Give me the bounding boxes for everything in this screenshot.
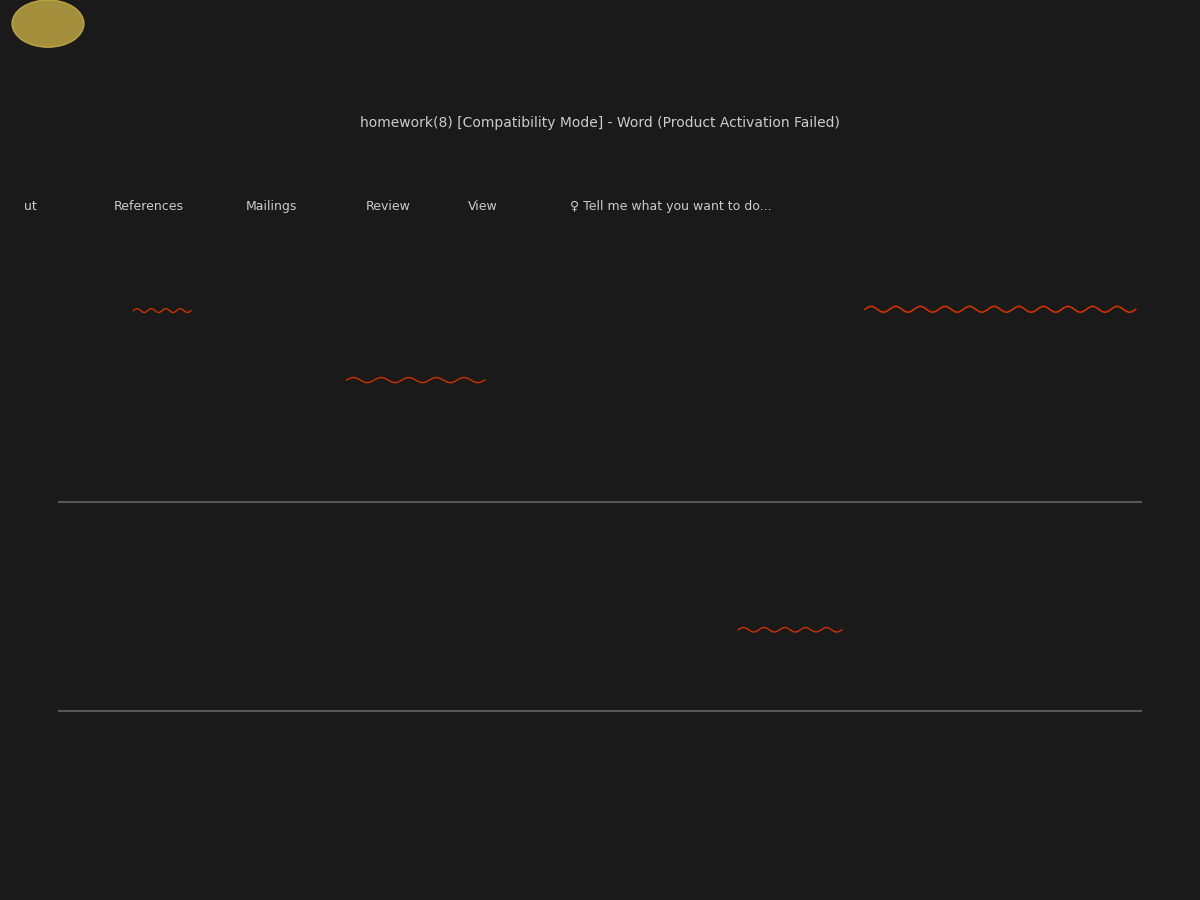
Text: 2: 2	[902, 362, 910, 375]
Text: D) 0.402.: D) 0.402.	[808, 661, 892, 679]
Text: ut: ut	[24, 200, 37, 212]
Text: A)2 .31 x 10⁻³: A)2 .31 x 10⁻³	[70, 452, 197, 470]
Text: 3: 3	[730, 536, 737, 549]
Text: homework(8) [Compatibility Mode] - Word (Product Activation Failed): homework(8) [Compatibility Mode] - Word …	[360, 116, 840, 130]
Text: 2NH: 2NH	[635, 528, 685, 546]
Text: 3H: 3H	[370, 528, 397, 546]
Text: and 0.00272M respectively, the value of Kc is equal to :: and 0.00272M respectively, the value of …	[70, 609, 596, 627]
Text: C) 0.305: C) 0.305	[554, 661, 632, 679]
Text: 3: 3	[744, 362, 752, 375]
Text: A) 0.105: A) 0.105	[70, 661, 148, 679]
Text: + N: + N	[430, 528, 474, 546]
Text: (g) + Cl: (g) + Cl	[758, 355, 840, 374]
Text: Review: Review	[366, 200, 410, 212]
Text: 5. If K: 5. If K	[70, 287, 136, 305]
Text: K: K	[116, 410, 130, 427]
Text: If the concentration of hydrogen, nitrogen and ammonia is 0.1207 M, 0.0402M: If the concentration of hydrogen, nitrog…	[70, 571, 830, 589]
Text: 7  If the dissociation constant of di chloro acetic acid is Ka − 5 x 10⁻³ and it: 7 If the dissociation constant of di chl…	[70, 744, 798, 762]
Text: c: c	[143, 416, 150, 429]
Text: 2: 2	[494, 536, 502, 549]
Text: PCl: PCl	[680, 355, 713, 373]
Ellipse shape	[12, 0, 84, 47]
Text: View: View	[468, 200, 498, 212]
Text: B) 3.73 x 10⁻³: B) 3.73 x 10⁻³	[300, 452, 428, 470]
Text: is =: is =	[156, 410, 200, 427]
Text: ♀ Tell me what you want to do...: ♀ Tell me what you want to do...	[570, 200, 772, 212]
Text: D) 5.67 x 10⁻³: D) 5.67 x 10⁻³	[808, 452, 936, 470]
Text: (g): (g)	[427, 355, 460, 374]
Text: 2: 2	[414, 536, 422, 549]
Text: disintegration :: disintegration :	[865, 287, 1027, 305]
Text: = (0.22) at a temperature of (200°C) for the: = (0.22) at a temperature of (200°C) for…	[191, 287, 665, 305]
Text: (g): (g)	[917, 355, 949, 374]
Text: References: References	[114, 200, 184, 212]
Text: Mailings: Mailings	[246, 200, 298, 212]
Text: n: n	[176, 294, 184, 308]
Text: 5: 5	[410, 362, 418, 375]
Text: PCl: PCl	[347, 355, 379, 373]
Text: C) 4.62 x10⁻³: C) 4.62 x10⁻³	[554, 452, 676, 470]
Text: 6.: 6.	[70, 528, 88, 546]
Text: B) 0.205: B) 0.205	[300, 661, 378, 679]
